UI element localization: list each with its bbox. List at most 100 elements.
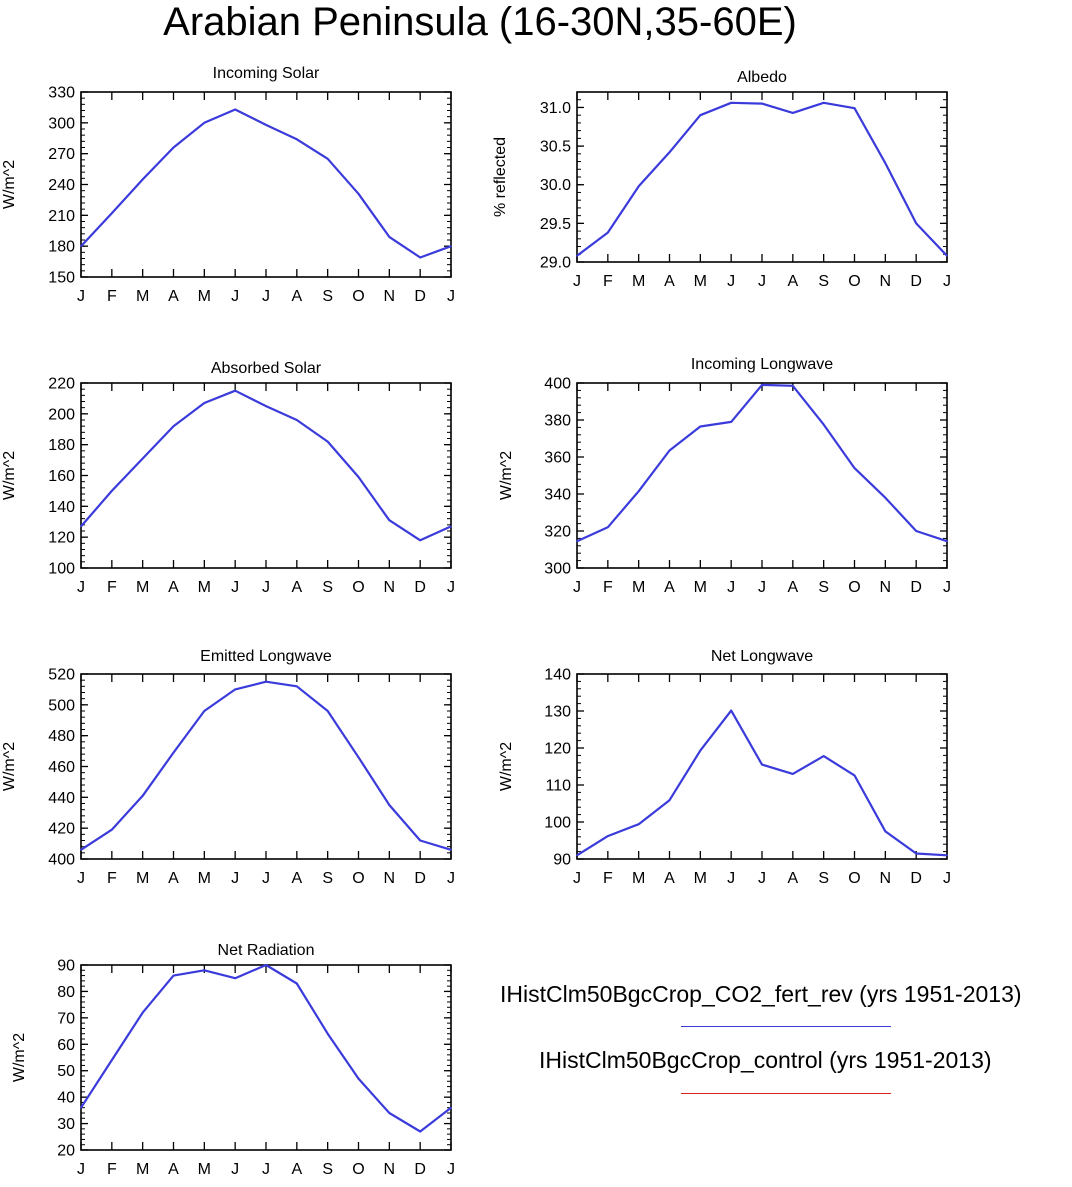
x-tick-label: S (818, 273, 829, 290)
x-tick-label: M (632, 273, 645, 290)
data-point (884, 162, 887, 164)
chart-panel-0: Incoming Solar W/m^2 150 180 210 240 270 300 330… (1, 65, 455, 305)
x-tick-label: F (107, 870, 117, 887)
data-point (884, 830, 887, 833)
x-tick-label: M (694, 870, 707, 887)
x-tick-label: J (943, 870, 951, 887)
y-axis-label: W/m^2 (1, 160, 18, 209)
x-tick-label: D (414, 1161, 426, 1178)
y-tick-label: 30.5 (540, 139, 571, 156)
y-tick-label: 460 (48, 759, 75, 776)
data-point (141, 457, 144, 460)
x-tick-label: J (77, 288, 85, 305)
legend-label-co2-fert-rev: IHistClm50BgcCrop_CO2_fert_rev (yrs 1951… (500, 981, 1022, 1007)
data-point (172, 146, 175, 149)
y-tick-label: 360 (544, 450, 571, 467)
data-point (853, 774, 856, 777)
x-tick-label: J (262, 579, 270, 596)
y-tick-label: 330 (48, 85, 75, 102)
x-tick-label: D (414, 288, 426, 305)
y-tick-label: 180 (48, 437, 75, 454)
y-axis-label: W/m^2 (11, 1033, 28, 1082)
x-tick-label: J (573, 273, 581, 290)
x-tick-label: J (447, 579, 455, 596)
x-tick-label: M (632, 870, 645, 887)
data-point (730, 709, 732, 712)
data-point (234, 688, 236, 691)
x-tick-label: J (758, 273, 766, 290)
x-tick-label: A (664, 579, 675, 596)
data-point (699, 114, 702, 116)
data-point (822, 102, 825, 104)
y-tick-label: 320 (544, 524, 571, 541)
data-point (234, 108, 236, 111)
x-tick-label: S (818, 870, 829, 887)
y-tick-label: 90 (553, 852, 571, 869)
x-tick-label: J (231, 579, 239, 596)
panel-title: Incoming Solar (213, 65, 320, 82)
x-tick-label: J (231, 870, 239, 887)
y-tick-label: 40 (57, 1090, 75, 1107)
x-tick-label: J (943, 273, 951, 290)
y-tick-label: 70 (57, 1010, 75, 1027)
data-point (668, 151, 671, 154)
plot-frame (80, 382, 452, 569)
data-point (203, 969, 206, 972)
x-tick-label: J (262, 288, 270, 305)
x-tick-label: A (168, 870, 179, 887)
data-point (699, 425, 702, 428)
data-point (111, 212, 113, 215)
x-tick-label: M (198, 288, 211, 305)
data-point (296, 138, 298, 141)
data-point (946, 255, 948, 257)
x-tick-label: O (352, 1161, 364, 1178)
y-tick-label: 30 (57, 1116, 75, 1133)
chart-panel-2: Absorbed Solar W/m^2 100 120 140 160 180 200 220… (1, 360, 455, 596)
chart-panel-6: Net Radiation W/m^2 20 30 40 50 60 70 80 90 J F M A M J… (11, 942, 455, 1178)
x-tick-label: J (231, 1161, 239, 1178)
y-tick-label: 120 (544, 741, 571, 758)
y-tick-label: 210 (48, 208, 75, 225)
data-point (172, 425, 175, 427)
data-point (450, 1106, 452, 1109)
x-tick-label: J (943, 579, 951, 596)
data-point (80, 245, 82, 247)
x-tick-label: A (664, 870, 675, 887)
data-point (234, 389, 236, 392)
x-tick-label: D (414, 870, 426, 887)
plot-frame (80, 91, 452, 278)
x-tick-label: F (603, 870, 613, 887)
y-tick-label: 20 (57, 1143, 75, 1160)
x-tick-label: A (291, 1161, 302, 1178)
data-point (141, 1011, 144, 1014)
data-point (141, 178, 144, 181)
x-tick-label: N (384, 870, 396, 887)
x-tick-label: D (910, 273, 922, 290)
data-point (915, 222, 917, 225)
x-tick-label: D (414, 579, 426, 596)
data-point (296, 685, 298, 688)
data-point (203, 402, 206, 404)
chart-panel-1: Albedo % reflected 29.0 29.5 30.0 30.5 31.0 J F M… (492, 69, 951, 290)
chart-panel-3: Incoming Longwave W/m^2 300 320 340 360 380 400… (498, 356, 951, 596)
x-tick-label: J (573, 870, 581, 887)
x-tick-label: S (322, 870, 333, 887)
x-tick-label: O (848, 273, 860, 290)
x-tick-label: J (77, 1161, 85, 1178)
x-tick-label: N (384, 288, 396, 305)
data-point (668, 799, 671, 801)
x-tick-label: A (787, 579, 798, 596)
data-point (296, 982, 298, 985)
data-point (915, 852, 917, 855)
data-point (265, 964, 267, 966)
x-tick-label: J (727, 870, 735, 887)
panel-title: Absorbed Solar (211, 360, 322, 377)
y-tick-label: 400 (544, 376, 571, 393)
x-tick-label: O (352, 870, 364, 887)
data-point (576, 255, 578, 257)
data-point (172, 974, 175, 977)
data-point (607, 231, 609, 234)
x-tick-label: J (77, 870, 85, 887)
data-point (450, 525, 452, 528)
